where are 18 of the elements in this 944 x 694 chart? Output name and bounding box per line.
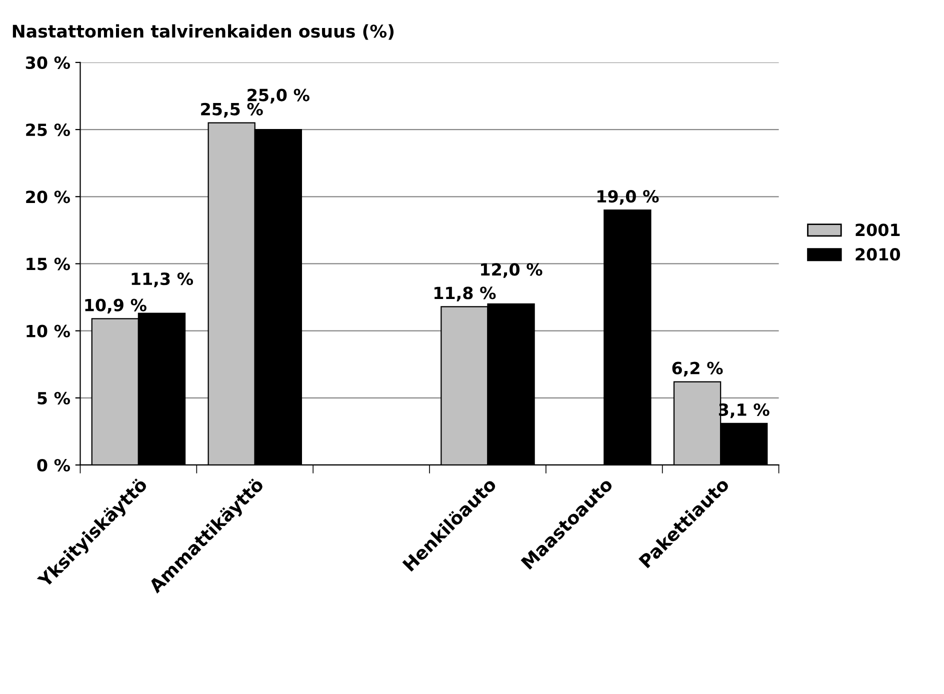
chart-title: Nastattomien talvirenkaiden osuus (%) [12,24,394,40]
y-tick-label: 25 % [26,124,70,136]
legend-label: 2001 [856,224,900,236]
data-label: 19,0 % [598,190,659,205]
data-label: 25,5 % [201,102,263,118]
data-label: 25,0 % [248,88,310,104]
data-label: 12,0 % [481,263,542,278]
data-label: 11,3 % [132,272,194,288]
y-tick-label: 20 % [26,190,70,204]
data-label: 11,8 % [434,286,496,302]
data-label: 6,2 % [672,362,723,377]
y-tick-label: 30 % [26,56,70,70]
y-tick-label: 5 % [38,392,70,404]
y-tick-label: 10 % [26,324,70,338]
y-tick-label: 15 % [26,258,70,270]
legend-label: 2010 [856,248,900,261]
y-tick-label: 0 % [37,458,70,472]
data-label: 10,9 % [85,298,146,314]
